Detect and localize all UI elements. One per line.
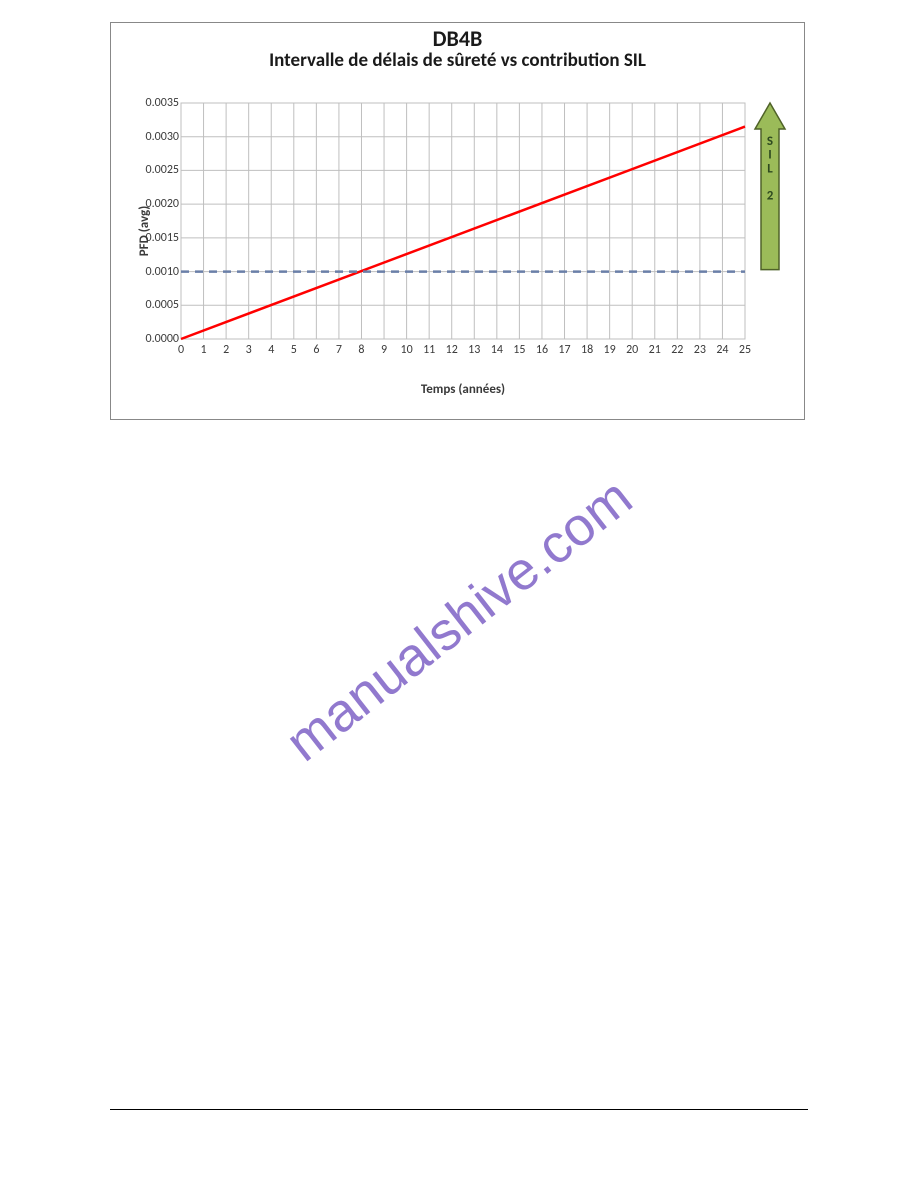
x-tick-label: 0 — [178, 343, 184, 357]
y-tick-label: 0.0010 — [139, 265, 179, 279]
chart-title-main: DB4B — [111, 27, 804, 51]
x-tick-label: 14 — [491, 343, 503, 357]
x-tick-label: 8 — [358, 343, 364, 357]
y-tick-label: 0.0000 — [139, 332, 179, 346]
x-tick-label: 12 — [446, 343, 458, 357]
x-tick-label: 20 — [626, 343, 638, 357]
x-tick-label: 3 — [246, 343, 252, 357]
x-tick-label: 1 — [201, 343, 207, 357]
x-tick-label: 7 — [336, 343, 342, 357]
watermark: manualshive.com — [274, 466, 643, 774]
x-tick-label: 23 — [694, 343, 706, 357]
x-tick-label: 6 — [313, 343, 319, 357]
x-tick-label: 22 — [671, 343, 683, 357]
x-tick-label: 18 — [581, 343, 593, 357]
x-tick-label: 24 — [716, 343, 728, 357]
chart-container: DB4B Intervalle de délais de sûreté vs c… — [110, 22, 805, 420]
footer-rule — [110, 1109, 808, 1110]
x-tick-label: 11 — [423, 343, 435, 357]
x-tick-label: 21 — [649, 343, 661, 357]
x-tick-label: 13 — [468, 343, 480, 357]
x-tick-label: 9 — [381, 343, 387, 357]
x-tick-label: 10 — [401, 343, 413, 357]
y-tick-label: 0.0030 — [139, 130, 179, 144]
x-axis-label: Temps (années) — [421, 382, 505, 397]
svg-text:SIL 2: SIL 2 — [767, 134, 774, 204]
sil-arrow: SIL 2 — [753, 101, 787, 274]
plot-svg — [181, 103, 745, 339]
y-tick-label: 0.0005 — [139, 298, 179, 312]
x-tick-label: 17 — [558, 343, 570, 357]
x-tick-label: 15 — [513, 343, 525, 357]
x-tick-label: 5 — [291, 343, 297, 357]
x-tick-label: 19 — [604, 343, 616, 357]
chart-title-sub: Intervalle de délais de sûreté vs contri… — [111, 51, 804, 72]
plot-area: PFD (avg) 0.00000.00050.00100.00150.0020… — [139, 103, 749, 359]
x-tick-label: 25 — [739, 343, 751, 357]
y-tick-label: 0.0015 — [139, 231, 179, 245]
y-tick-label: 0.0035 — [139, 96, 179, 110]
x-tick-label: 4 — [268, 343, 274, 357]
y-tick-label: 0.0020 — [139, 197, 179, 211]
x-tick-label: 2 — [223, 343, 229, 357]
y-tick-label: 0.0025 — [139, 163, 179, 177]
x-tick-label: 16 — [536, 343, 548, 357]
